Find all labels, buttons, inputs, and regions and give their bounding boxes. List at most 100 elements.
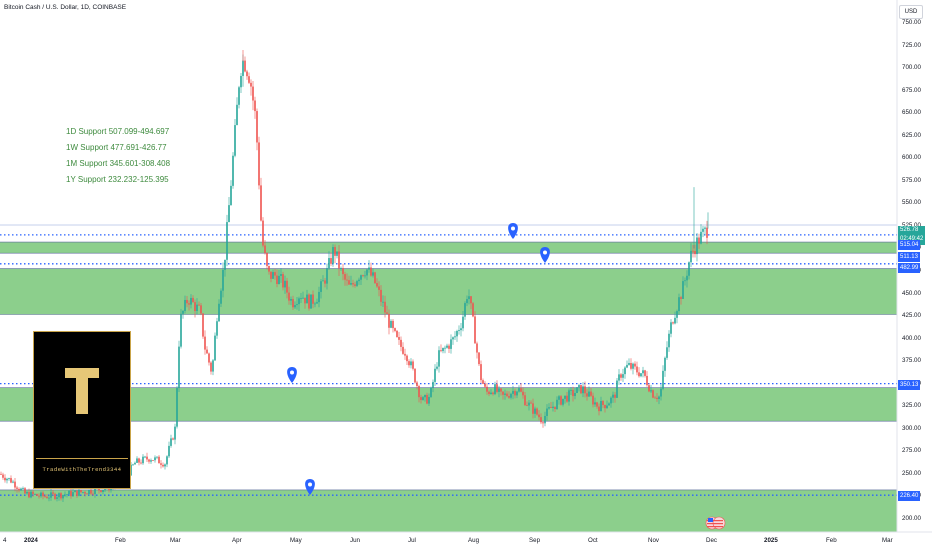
candle-body: [392, 320, 394, 329]
candle-body: [396, 330, 398, 338]
candle-body: [36, 493, 38, 496]
candle-body: [696, 237, 698, 255]
candle-body: [444, 347, 446, 349]
candle-body: [318, 291, 320, 303]
candle-body: [102, 489, 104, 493]
event-markers: [287, 223, 550, 495]
time-tick: Aug: [468, 537, 480, 544]
price-tick: 300.00: [902, 424, 921, 432]
candle-body: [260, 185, 262, 221]
support-zone: [0, 268, 897, 315]
candle-body: [294, 305, 296, 308]
candle-body: [56, 497, 58, 499]
candle-body: [72, 492, 74, 497]
candle-body: [220, 290, 222, 304]
candle-body: [508, 396, 510, 398]
candle-body: [308, 294, 310, 309]
candle-body: [62, 494, 64, 499]
t-logo-icon: [65, 368, 99, 414]
candle-body: [622, 374, 624, 378]
candle-body: [574, 392, 576, 397]
candle-body: [278, 275, 280, 284]
candle-body: [184, 299, 186, 311]
candle-body: [448, 345, 450, 349]
candle-body: [624, 367, 626, 375]
candle-body: [310, 294, 312, 309]
candle-body: [12, 481, 14, 483]
currency-selector[interactable]: USD: [899, 5, 923, 19]
candle-body: [406, 355, 408, 362]
candle-body: [416, 382, 418, 387]
candle-body: [300, 298, 302, 300]
time-tick: Sep: [529, 537, 541, 544]
candle-body: [580, 385, 582, 394]
candle-body: [598, 406, 600, 412]
price-tick: 400.00: [902, 334, 921, 342]
candle-body: [420, 397, 422, 400]
candle-body: [144, 456, 146, 458]
candle-body: [288, 292, 290, 301]
candle-body: [352, 283, 354, 285]
support-note: 1W Support 477.691-426.77: [66, 143, 167, 152]
candle-body: [130, 464, 132, 476]
candle-body: [236, 104, 238, 126]
candle-body: [156, 456, 158, 458]
price-label: 482.99: [898, 263, 921, 273]
candle-body: [394, 328, 396, 331]
support-levels: [0, 234, 897, 496]
candle-body: [0, 473, 2, 475]
candle-body: [76, 490, 78, 496]
candle-body: [698, 237, 700, 244]
time-tick: Mar: [882, 537, 893, 544]
candle-body: [328, 258, 330, 269]
candle-body: [552, 406, 554, 408]
candle-body: [210, 362, 212, 372]
candle-body: [180, 313, 182, 347]
support-note: 1Y Support 232.232-125.395: [66, 175, 169, 184]
candle-body: [524, 395, 526, 406]
candle-body: [404, 353, 406, 356]
price-tick: 200.00: [902, 515, 921, 522]
candle-body: [174, 426, 176, 440]
candle-body: [606, 405, 608, 409]
candle-body: [654, 397, 656, 399]
candle-body: [224, 259, 226, 270]
candle-body: [496, 384, 498, 392]
candle-body: [638, 372, 640, 377]
candle-body: [302, 297, 304, 299]
price-tick: 650.00: [902, 109, 921, 117]
candle-body: [306, 294, 308, 304]
candle-body: [454, 336, 456, 338]
candle-body: [458, 330, 460, 331]
candle-body: [370, 267, 372, 276]
price-tick: 275.00: [902, 447, 921, 455]
candle-body: [44, 496, 46, 498]
candle-body: [8, 478, 10, 479]
candle-body: [530, 402, 532, 404]
candle-body: [424, 394, 426, 398]
candle-body: [232, 155, 234, 186]
candle-body: [148, 459, 150, 462]
candle-body: [242, 60, 244, 76]
candle-body: [402, 346, 404, 354]
price-tick: 375.00: [902, 357, 921, 365]
candle-body: [644, 370, 646, 376]
candle-body: [222, 269, 224, 291]
candle-body: [86, 493, 88, 495]
candle-body: [564, 395, 566, 399]
countdown-timer: 02:49:42: [900, 236, 924, 242]
candle-body: [322, 280, 324, 282]
candle-body: [474, 316, 476, 344]
candle-body: [304, 297, 306, 304]
candle-body: [674, 317, 676, 324]
candle-body: [70, 490, 72, 497]
candle-body: [240, 75, 242, 88]
candle-body: [20, 488, 22, 491]
candle-body: [486, 386, 488, 392]
price-label: 226.40: [898, 491, 921, 501]
price-tick: 450.00: [902, 289, 921, 297]
candle-body: [142, 456, 144, 464]
candle-body: [336, 251, 338, 256]
candle-body: [542, 422, 544, 424]
